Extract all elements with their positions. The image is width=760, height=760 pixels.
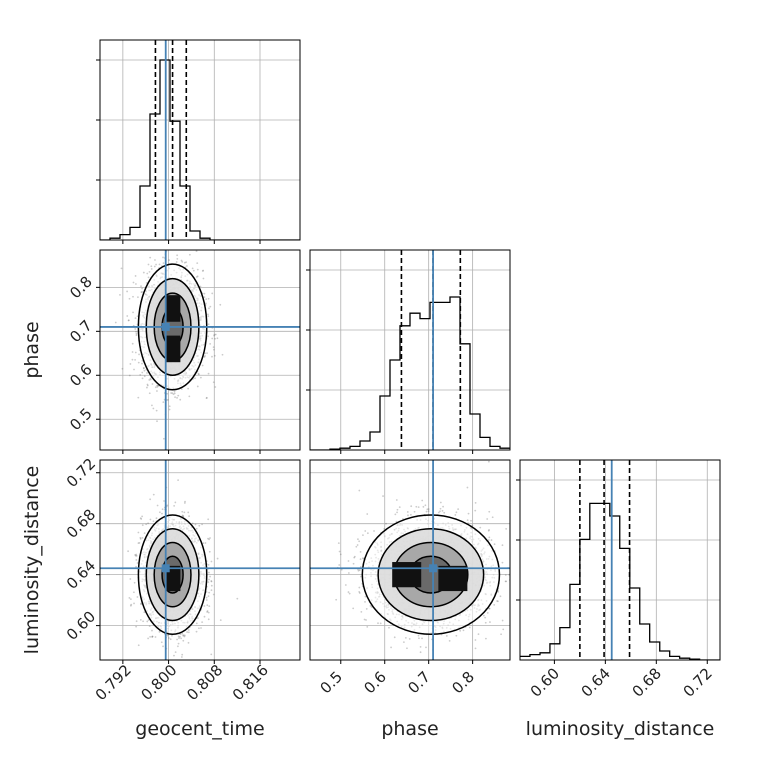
ytick-label: 0.8 xyxy=(66,273,96,303)
panel-geocent_time-geocent_time xyxy=(96,39,301,244)
ytick-label: 0.64 xyxy=(63,556,99,592)
ytick-label: 0.60 xyxy=(63,607,99,643)
ytick-label: 0.7 xyxy=(66,317,96,347)
histogram-phase xyxy=(310,296,510,450)
xtick-label: 0.68 xyxy=(629,664,665,700)
xlabel-luminosity_distance: luminosity_distance xyxy=(526,718,715,740)
xtick-label: 0.5 xyxy=(316,668,346,698)
xtick-label: 0.64 xyxy=(578,664,614,700)
panel-frame xyxy=(99,249,301,451)
panel-luminosity_distance-geocent_time: 0.60 0.64 0.68 0.72 0.792 0.800 0.808 0.816 xyxy=(63,455,301,704)
panel-frame xyxy=(99,459,301,661)
histogram-luminosity_distance xyxy=(520,502,720,660)
ylabel-phase: phase xyxy=(21,321,43,378)
ytick-label: 0.6 xyxy=(66,360,96,390)
xtick-label: 0.7 xyxy=(404,668,434,698)
xtick-label: 0.800 xyxy=(137,661,180,704)
ytick-label: 0.5 xyxy=(66,404,96,434)
density-peak-0 xyxy=(392,562,422,588)
xtick-label: 0.72 xyxy=(680,664,716,700)
xlabel-geocent_time: geocent_time xyxy=(135,718,264,740)
panel-phase-phase xyxy=(306,249,511,454)
xlabel-phase: phase xyxy=(381,718,438,740)
xtick-label: 0.808 xyxy=(183,661,226,704)
truth-marker xyxy=(161,322,170,331)
panel-frame xyxy=(309,249,511,451)
ytick-label: 0.72 xyxy=(63,455,99,491)
xtick-label: 0.6 xyxy=(360,668,390,698)
xtick-label: 0.60 xyxy=(527,664,563,700)
truth-marker xyxy=(429,564,438,573)
ylabel-luminosity_distance: luminosity_distance xyxy=(21,466,43,655)
histogram-geocent_time xyxy=(100,59,300,240)
ytick-label: 0.68 xyxy=(63,506,99,542)
density-peak-1 xyxy=(165,335,181,363)
density-peak-0 xyxy=(165,295,181,322)
panel-luminosity_distance-luminosity_distance: 0.60 0.64 0.68 0.72 xyxy=(516,459,721,701)
panel-frame xyxy=(309,459,511,661)
density-peak-1 xyxy=(438,565,468,592)
panel-frame xyxy=(519,459,721,661)
panel-phase-geocent_time: 0.5 0.6 0.7 0.8 xyxy=(66,249,301,454)
xtick-label: 0.8 xyxy=(448,668,478,698)
truth-marker xyxy=(161,564,170,573)
xtick-label: 0.816 xyxy=(229,661,272,704)
panel-frame xyxy=(99,39,301,241)
panel-luminosity_distance-phase: 0.5 0.6 0.7 0.8 xyxy=(309,459,511,698)
xtick-label: 0.792 xyxy=(92,661,135,704)
